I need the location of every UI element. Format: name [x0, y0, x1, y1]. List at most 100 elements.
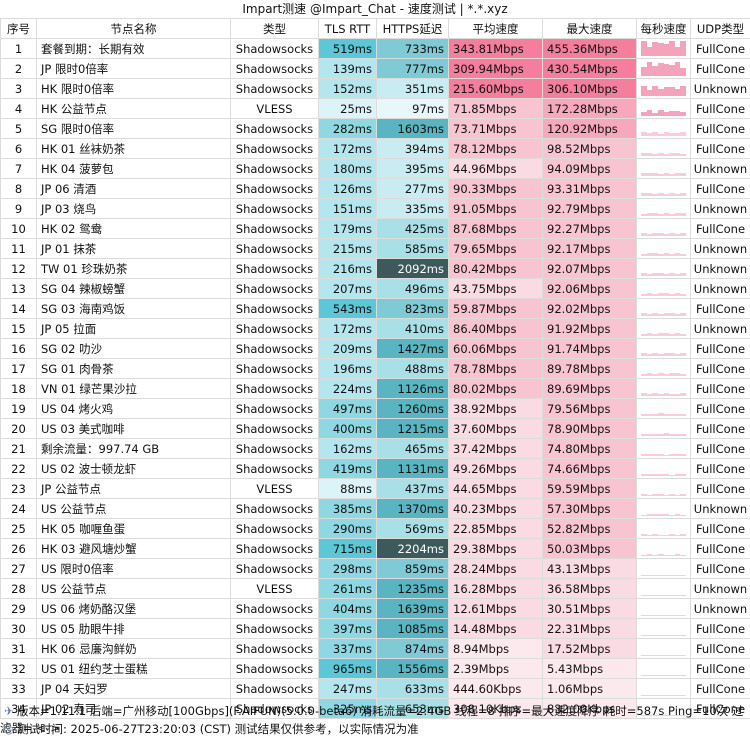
table-row[interactable]: 23 JP 公益节点 VLESS 88ms 437ms 44.65Mbps 59.59Mbp…: [0, 478, 750, 499]
table-row[interactable]: 30 US 05 肋眼牛排 Shadowsocks 397ms 1085ms 14.48M…: [0, 618, 750, 639]
header-cell[interactable]: 类型: [230, 18, 319, 39]
node-type: Shadowsocks: [230, 258, 319, 279]
node-type: Shadowsocks: [230, 218, 319, 239]
node-name: HK 04 菠萝包: [36, 158, 231, 179]
table-row[interactable]: 10 HK 02 鸳鸯 Shadowsocks 179ms 425ms 87.68Mbps…: [0, 218, 750, 239]
sparkline-bar: [646, 333, 653, 336]
sparkline-bar: [680, 132, 686, 136]
footer-summary: 版本=1.11.1 后端=广州移动[100Gbps](F.AIFUN)(5.0.…: [0, 704, 744, 735]
table-row[interactable]: 16 SG 02 叻沙 Shadowsocks 209ms 1427ms 60.06Mbp…: [0, 338, 750, 359]
header-cell[interactable]: UDP类型: [690, 18, 750, 39]
sparkline-bar: [680, 715, 686, 716]
https-latency: 823ms: [376, 298, 449, 319]
row-index: 7: [0, 158, 37, 179]
node-name: HK 03 避风塘炒蟹: [36, 538, 231, 559]
per-second-speed: [636, 378, 691, 399]
sparkline-bar: [663, 655, 670, 656]
sparkline-bar: [680, 41, 686, 56]
table-row[interactable]: 33 JP 04 天妇罗 Shadowsocks 247ms 633ms 444.60Kb…: [0, 678, 750, 699]
row-index: 17: [0, 358, 37, 379]
table-row[interactable]: 34 JP 02 寿司 Shadowsocks 325ms 653ms 308.10Kbp…: [0, 698, 750, 719]
table-row[interactable]: 12 TW 01 珍珠奶茶 Shadowsocks 216ms 2092ms 80.42M…: [0, 258, 750, 279]
table-row[interactable]: 6 HK 01 丝袜奶茶 Shadowsocks 172ms 394ms 78.12Mbp…: [0, 138, 750, 159]
sparkline-bar: [652, 715, 658, 716]
speed-sparkline: [641, 421, 686, 436]
table-row[interactable]: 31 HK 06 忌廉沟鲜奶 Shadowsocks 337ms 874ms 8.94Mb…: [0, 638, 750, 659]
sparkline-bar: [663, 433, 670, 436]
sparkline-bar: [641, 595, 647, 596]
table-row[interactable]: 4 HK 公益节点 VLESS 25ms 97ms 71.85Mbps 172.28Mbps…: [0, 98, 750, 119]
node-name: US 02 波士顿龙虾: [36, 458, 231, 479]
max-speed: 79.56Mbps: [542, 398, 637, 419]
table-row[interactable]: 32 US 01 纽约芝士蛋糕 Shadowsocks 965ms 1556ms 2.39…: [0, 658, 750, 679]
table-row[interactable]: 13 SG 04 辣椒螃蟹 Shadowsocks 207ms 496ms 43.75Mb…: [0, 278, 750, 299]
table-row[interactable]: 8 JP 06 清酒 Shadowsocks 126ms 277ms 90.33Mbps 9…: [0, 178, 750, 199]
tls-rtt: 196ms: [318, 358, 377, 379]
table-row[interactable]: 22 US 02 波士顿龙虾 Shadowsocks 419ms 1131ms 49.26…: [0, 458, 750, 479]
table-row[interactable]: 15 JP 05 拉面 Shadowsocks 172ms 410ms 86.40Mbps…: [0, 318, 750, 339]
sparkline-bar: [663, 234, 670, 236]
table-row[interactable]: 24 US 公益节点 Shadowsocks 385ms 1370ms 40.23Mbps…: [0, 498, 750, 519]
sparkline-bar: [652, 414, 658, 416]
https-latency: 410ms: [376, 318, 449, 339]
table-row[interactable]: 25 HK 05 咖喱鱼蛋 Shadowsocks 290ms 569ms 22.85Mb…: [0, 518, 750, 539]
node-name: JP 04 天妇罗: [36, 678, 231, 699]
sparkline-bar: [669, 655, 675, 656]
table-row[interactable]: 28 US 公益节点 VLESS 261ms 1235ms 16.28Mbps 36.58M…: [0, 578, 750, 599]
table-row[interactable]: 2 JP 限时0倍率 Shadowsocks 139ms 777ms 309.94Mbps…: [0, 58, 750, 79]
table-row[interactable]: 17 SG 01 肉骨茶 Shadowsocks 196ms 488ms 78.78Mbp…: [0, 358, 750, 379]
header-cell[interactable]: HTTPS延迟: [376, 18, 449, 39]
speed-sparkline: [641, 561, 686, 576]
sparkline-bar: [657, 63, 664, 76]
table-row[interactable]: 5 SG 限时0倍率 Shadowsocks 282ms 1603ms 73.71Mbps…: [0, 118, 750, 139]
tls-rtt: 207ms: [318, 278, 377, 299]
sparkline-bar: [669, 41, 675, 56]
udp-type: Unknown: [690, 578, 750, 599]
header-cell[interactable]: 最大速度: [542, 18, 637, 39]
sparkline-bar: [657, 413, 664, 416]
sparkline-bar: [657, 454, 664, 456]
sparkline-bar: [669, 254, 675, 256]
udp-type: Unknown: [690, 258, 750, 279]
sparkline-bar: [669, 233, 675, 236]
table-row[interactable]: 11 JP 01 抹茶 Shadowsocks 215ms 585ms 79.65Mbps…: [0, 238, 750, 259]
sparkline-bar: [680, 675, 686, 676]
sparkline-bar: [646, 615, 653, 616]
sparkline-bar: [669, 273, 675, 276]
table-row[interactable]: 27 US 限时0倍率 Shadowsocks 298ms 859ms 28.24Mbps…: [0, 558, 750, 579]
row-index: 9: [0, 198, 37, 219]
sparkline-bar: [641, 695, 647, 696]
table-row[interactable]: 18 VN 01 绿芒果沙拉 Shadowsocks 224ms 1126ms 80.02…: [0, 378, 750, 399]
header-cell[interactable]: 节点名称: [36, 18, 231, 39]
udp-type: FullCone: [690, 138, 750, 159]
udp-type: FullCone: [690, 98, 750, 119]
table-row[interactable]: 14 SG 03 海南鸡饭 Shadowsocks 543ms 823ms 59.87Mb…: [0, 298, 750, 319]
table-row[interactable]: 21 剩余流量：997.74 GB Shadowsocks 162ms 465ms 37.…: [0, 438, 750, 459]
sparkline-bar: [669, 475, 675, 476]
header-cell[interactable]: 平均速度: [448, 18, 543, 39]
sparkline-bar: [663, 675, 670, 676]
header-cell[interactable]: TLS RTT: [318, 18, 377, 39]
sparkline-bar: [641, 555, 647, 556]
udp-type: Unknown: [690, 498, 750, 519]
table-row[interactable]: 7 HK 04 菠萝包 Shadowsocks 180ms 395ms 44.96Mbps…: [0, 158, 750, 179]
table-row[interactable]: 20 US 03 美式咖啡 Shadowsocks 400ms 1215ms 37.60M…: [0, 418, 750, 439]
table-row[interactable]: 29 US 06 烤奶酪汉堡 Shadowsocks 404ms 1639ms 12.61…: [0, 598, 750, 619]
header-cell[interactable]: 每秒速度: [636, 18, 691, 39]
table-row[interactable]: 19 US 04 烤火鸡 Shadowsocks 497ms 1260ms 38.92Mb…: [0, 398, 750, 419]
node-name: HK 限时0倍率: [36, 78, 231, 99]
per-second-speed: [636, 118, 691, 139]
speed-sparkline: [641, 541, 686, 556]
table-row[interactable]: 3 HK 限时0倍率 Shadowsocks 152ms 351ms 215.60Mbps…: [0, 78, 750, 99]
max-speed: 1.06Mbps: [542, 678, 637, 699]
tls-rtt: 282ms: [318, 118, 377, 139]
table-row[interactable]: 1 套餐到期：长期有效 Shadowsocks 519ms 733ms 343.81Mbp…: [0, 38, 750, 59]
node-type: Shadowsocks: [230, 558, 319, 579]
table-row[interactable]: 9 JP 03 烧鸟 Shadowsocks 151ms 335ms 91.05Mbps 9…: [0, 198, 750, 219]
table-row[interactable]: 26 HK 03 避风塘炒蟹 Shadowsocks 715ms 2204ms 29.38…: [0, 538, 750, 559]
node-name: US 05 肋眼牛排: [36, 618, 231, 639]
per-second-speed: [636, 218, 691, 239]
header-cell[interactable]: 序号: [0, 18, 37, 39]
sparkline-bar: [680, 695, 686, 696]
sparkline-bar: [663, 455, 670, 456]
